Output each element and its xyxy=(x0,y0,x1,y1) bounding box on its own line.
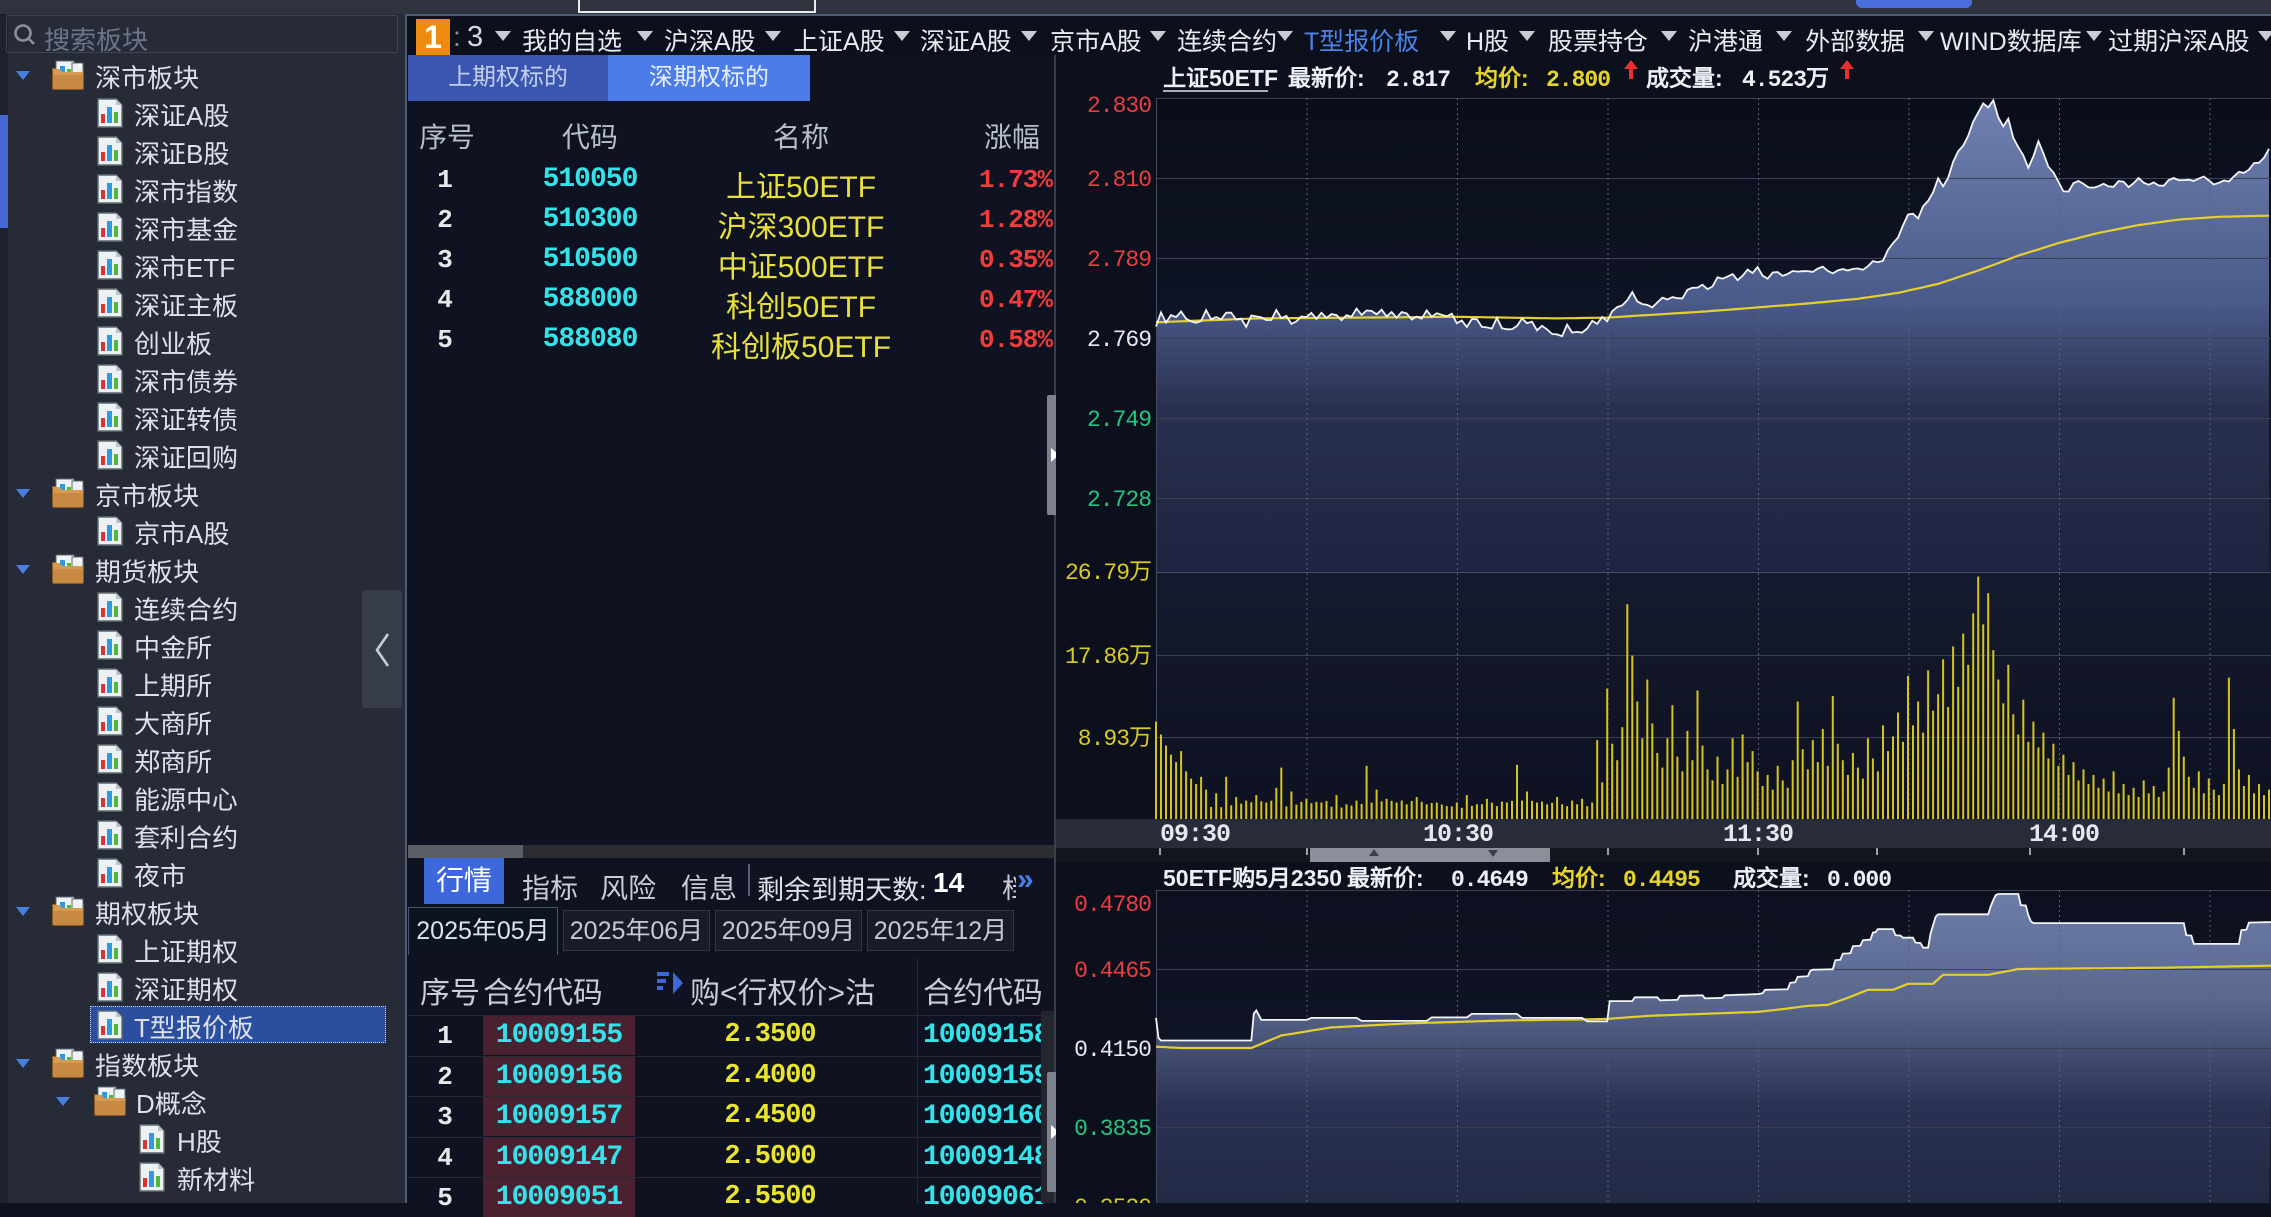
svg-text:0.3835: 0.3835 xyxy=(1074,1116,1151,1142)
svg-text:均价:: 均价: xyxy=(1475,65,1529,91)
svg-text:8.93万: 8.93万 xyxy=(1078,726,1151,752)
svg-text:2.769: 2.769 xyxy=(1087,327,1151,353)
svg-text:2.728: 2.728 xyxy=(1087,487,1151,513)
svg-text:14:00: 14:00 xyxy=(2029,820,2099,849)
svg-text:0.4495: 0.4495 xyxy=(1623,867,1700,893)
svg-text:最新价:: 最新价: xyxy=(1347,865,1424,891)
svg-text:10:30: 10:30 xyxy=(1423,820,1493,849)
svg-text:11:30: 11:30 xyxy=(1723,820,1793,849)
svg-text:0.4150: 0.4150 xyxy=(1074,1037,1151,1063)
svg-text:0.4649: 0.4649 xyxy=(1451,867,1528,893)
svg-text:17.86万: 17.86万 xyxy=(1065,644,1151,670)
svg-text:成交量:: 成交量: xyxy=(1733,865,1810,891)
svg-text:2.817: 2.817 xyxy=(1386,67,1450,93)
svg-text:2.749: 2.749 xyxy=(1087,407,1151,433)
svg-text:0.000: 0.000 xyxy=(1827,867,1891,893)
svg-text:50ETF购5月2350: 50ETF购5月2350 xyxy=(1163,865,1342,891)
svg-text:2.830: 2.830 xyxy=(1087,93,1151,119)
svg-text:最新价:: 最新价: xyxy=(1288,65,1365,91)
svg-text:26.79万: 26.79万 xyxy=(1065,560,1151,586)
svg-text:2.810: 2.810 xyxy=(1087,167,1151,193)
svg-text:2.789: 2.789 xyxy=(1087,247,1151,273)
svg-text:09:30: 09:30 xyxy=(1160,820,1230,849)
svg-text:均价:: 均价: xyxy=(1552,865,1606,891)
svg-text:4.523万: 4.523万 xyxy=(1742,67,1829,93)
svg-text:上证50ETF: 上证50ETF xyxy=(1163,65,1278,91)
svg-text:0.4780: 0.4780 xyxy=(1074,892,1151,918)
svg-text:2.800: 2.800 xyxy=(1546,67,1610,93)
svg-text:0.3520: 0.3520 xyxy=(1074,1195,1151,1203)
svg-text:成交量:: 成交量: xyxy=(1646,65,1723,91)
svg-text:0.4465: 0.4465 xyxy=(1074,958,1151,984)
